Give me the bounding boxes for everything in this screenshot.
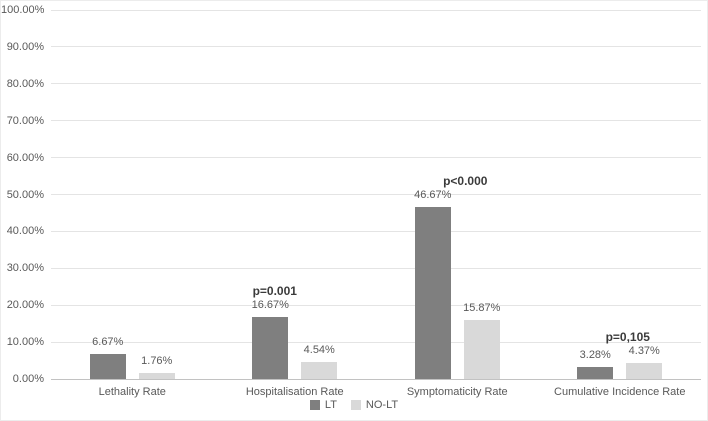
bar-value-label: 4.37% [628,344,660,357]
y-axis-tick-label: 50.00% [6,188,44,201]
y-axis-tick-label: 90.00% [6,40,44,53]
y-gridline [51,46,701,48]
p-value-label: p=0,105 [605,329,650,344]
bar-value-label: 15.87% [463,302,501,315]
y-axis-tick-label: 80.00% [6,77,44,90]
bar-no-lt-1 [301,362,338,379]
bar-value-label: 16.67% [251,299,289,312]
legend-label: LT [324,399,337,411]
y-gridline [51,341,701,343]
y-gridline [51,304,701,306]
y-axis-tick-label: 70.00% [6,114,44,127]
legend-item-lt: LT [309,399,337,411]
y-axis-tick-label: 20.00% [6,299,44,312]
y-axis-tick-label: 0.00% [12,373,44,385]
bar-lt-2 [414,206,451,379]
y-gridline [51,267,701,269]
bar-value-label: 6.67% [92,336,124,349]
p-value-label: p<0.000 [443,173,488,188]
y-gridline [51,83,701,85]
y-gridline [51,230,701,232]
p-value-label: p=0.001 [252,284,297,299]
bar-lt-3 [577,366,614,379]
legend-swatch-icon [309,400,320,410]
y-gridline [51,9,701,11]
x-axis-line [51,378,701,380]
legend-swatch-icon [350,400,361,410]
x-axis-category-label: Cumulative Incidence Rate [554,386,686,398]
legend-item-no-lt: NO-LT [350,399,399,411]
x-axis-category-label: Symptomaticity Rate [406,386,508,398]
y-gridline [51,157,701,159]
bar-value-label: 1.76% [141,354,173,367]
y-axis-tick-label: 60.00% [6,151,44,164]
bar-lt-0 [89,354,126,379]
bar-lt-1 [252,317,289,379]
bar-value-label: 4.54% [303,344,335,357]
x-axis-category-label: Hospitalisation Rate [245,386,344,398]
bar-value-label: 3.28% [579,348,611,361]
legend: LT NO-LT [1,399,707,411]
y-axis-tick-label: 30.00% [6,262,44,275]
bar-no-lt-2 [463,320,500,379]
y-axis-tick-label: 10.00% [6,336,44,349]
x-axis-category-label: Lethality Rate [98,386,166,398]
y-gridline [51,194,701,195]
bar-no-lt-3 [626,362,663,379]
y-axis-tick-label: 40.00% [6,225,44,238]
bar-no-lt-0 [138,372,175,379]
y-axis-tick-label: 100.00% [1,4,45,16]
legend-label: NO-LT [365,399,399,411]
y-gridline [51,120,701,122]
bar-value-label: 46.67% [414,188,452,201]
